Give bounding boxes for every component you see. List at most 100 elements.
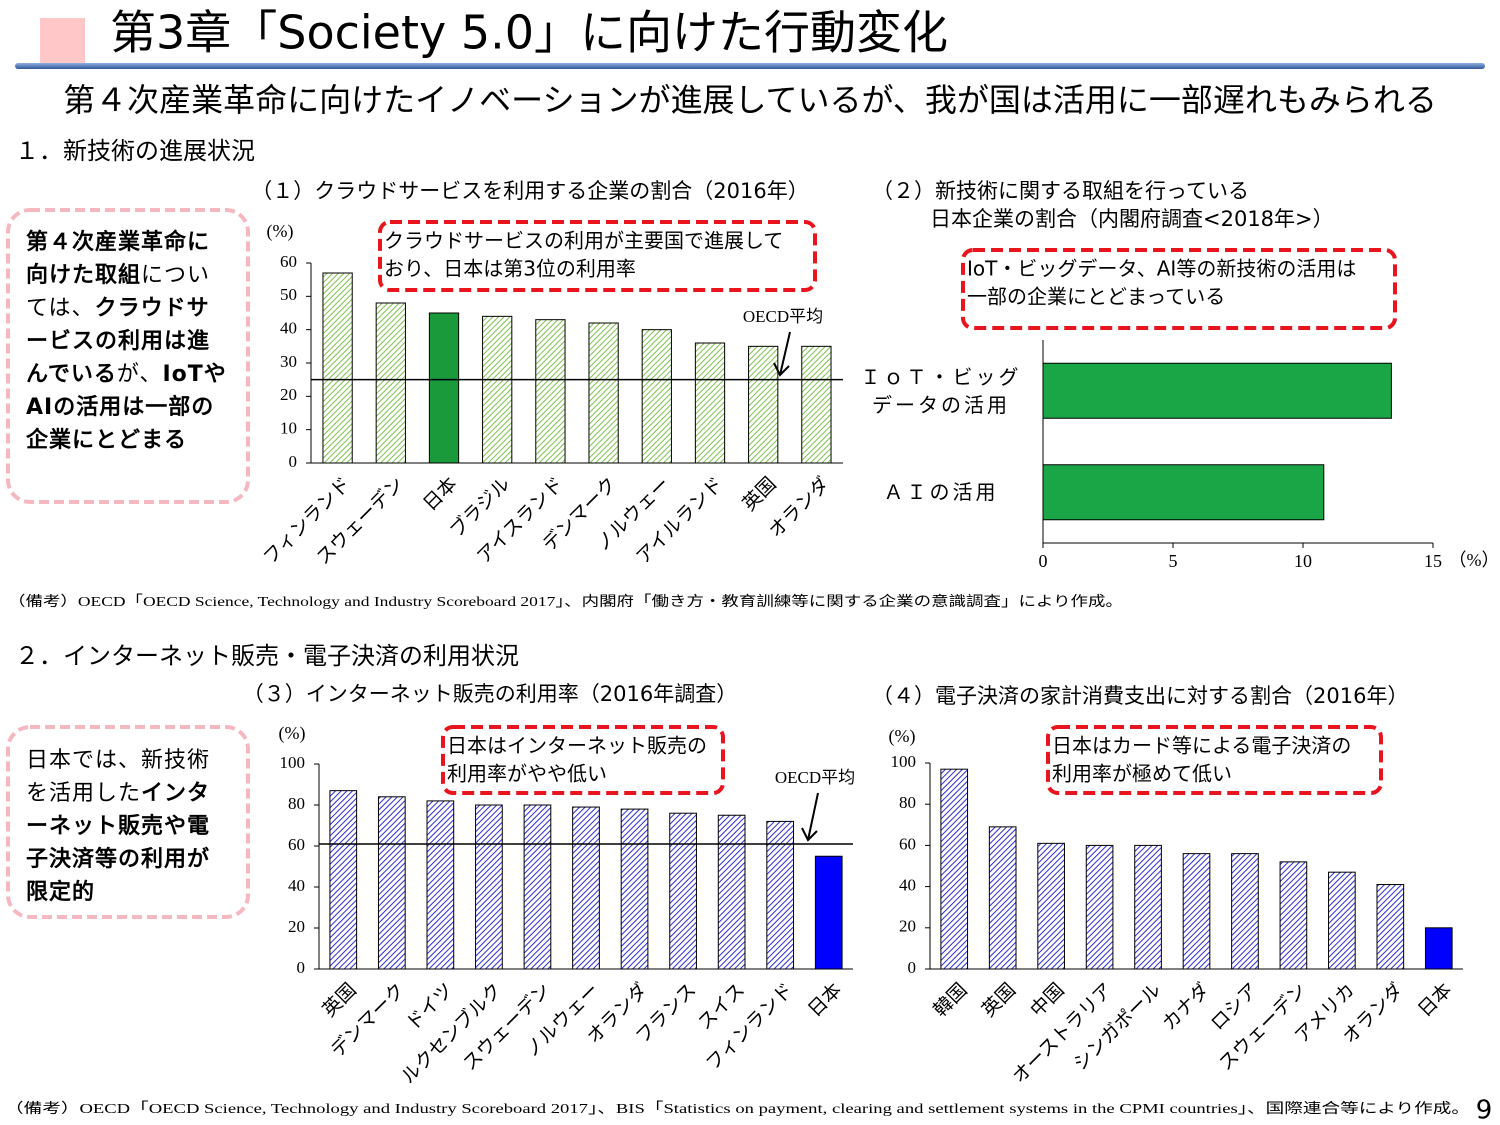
note-segment: が、 [116, 362, 163, 387]
bar [523, 804, 552, 970]
bar [694, 342, 726, 464]
chart-title: （１）クラウドサービスを利用する企業の割合（2016年） [251, 179, 808, 203]
chart-title: 日本企業の割合（内閣府調査<2018年>） [930, 207, 1334, 231]
y-tick-label: 0 [289, 452, 298, 471]
note-box [6, 725, 250, 919]
y-tick-label: 40 [899, 876, 916, 895]
reference-arrow [773, 331, 791, 377]
bar [572, 806, 600, 970]
x-tick-label: 日本 [1414, 979, 1456, 1021]
y-tick-label: 20 [288, 917, 305, 936]
title-rule [15, 63, 1485, 69]
x-tick-label: 英国 [738, 473, 780, 515]
x-tick-label: 0 [1039, 551, 1048, 571]
y-tick-label: 40 [280, 319, 297, 338]
axis-unit: (%) [267, 221, 294, 242]
x-tick-label: カナダ [1158, 979, 1214, 1035]
bar [1042, 464, 1325, 521]
y-tick-label: 100 [280, 753, 306, 772]
bar [329, 790, 358, 970]
x-tick-label: 日本 [419, 473, 461, 515]
bar [988, 826, 1017, 970]
x-tick-label: 韓国 [929, 979, 971, 1021]
y-tick-label: 100 [891, 752, 917, 771]
bar [1231, 853, 1259, 970]
y-tick-label: 60 [899, 834, 916, 853]
source-note: （備考）OECD「OECD Science, Technology and In… [5, 1100, 1470, 1117]
section-heading: ２．インターネット販売・電子決済の利用状況 [15, 642, 519, 670]
bar [426, 800, 455, 970]
bar [322, 272, 353, 464]
x-tick-label: 中国 [1026, 979, 1068, 1021]
subtitle: 第４次産業革命に向けたイノベーションが進展しているが、我が国は活用に一部遅れもみ… [63, 81, 1437, 119]
x-tick-label: 英国 [978, 979, 1020, 1021]
note-text: 日本では、新技術を活用したインターネット販売や電子決済等の利用が限定的 [26, 744, 231, 909]
bar [375, 302, 406, 464]
bar [641, 329, 672, 464]
annotation-text: クラウドサービスの利用が主要国で進展して [384, 229, 783, 253]
y-tick-label: 20 [899, 917, 916, 936]
y-tick-label: 30 [280, 352, 297, 371]
chart-title: （４）電子決済の家計消費支出に対する割合（2016年） [872, 684, 1408, 708]
reference-arrow [801, 792, 819, 842]
bar [620, 808, 649, 970]
bar [669, 812, 697, 970]
bar [475, 804, 503, 970]
annotation-text: 日本はインターネット販売の [447, 734, 707, 758]
chart-title: （２）新技術に関する取組を行っている [872, 179, 1249, 203]
y-tick-label: 40 [288, 876, 305, 895]
page-title: 第3章「Society 5.0」に向けた行動変化 [110, 6, 948, 60]
axis-unit: (%) [889, 726, 916, 747]
note-segment: 第４次産業革命に向けた取組 [26, 230, 211, 288]
bar [1085, 844, 1114, 970]
note-segment: インターネット販売や電子決済等の利用が限定的 [26, 781, 211, 905]
x-tick-label: 英国 [318, 979, 360, 1021]
bar [748, 345, 779, 464]
x-tick-label: 日本 [804, 979, 846, 1021]
bar [428, 312, 460, 464]
bar [535, 319, 566, 464]
title-marker [40, 18, 85, 63]
reference-label: OECD平均 [775, 768, 855, 787]
annotation-box [378, 220, 817, 292]
annotation-box [1046, 725, 1383, 795]
annotation-text: 日本はカード等による電子決済の [1052, 734, 1351, 758]
axis-unit: （%） [1449, 550, 1500, 570]
bar [1182, 853, 1211, 970]
note-segment: クラウドサービスの利用は進んでいる [26, 296, 211, 387]
y-tick-label: 60 [288, 835, 305, 854]
bar [1328, 871, 1356, 970]
annotation-text: 利用率がやや低い [447, 762, 607, 786]
y-tick-label: 80 [288, 794, 305, 813]
axis-unit: (%) [279, 723, 306, 744]
section-heading: １．新技術の進展状況 [15, 137, 255, 165]
y-tick-label: 80 [899, 793, 916, 812]
y-tick-label: 10 [280, 419, 297, 438]
note-box [6, 208, 250, 504]
note-segment: については、 [26, 263, 211, 321]
x-tick-label: 10 [1294, 551, 1312, 571]
y-tick-label: 0 [908, 958, 917, 977]
bar [814, 855, 843, 970]
annotation-text: おり、日本は第3位の利用率 [384, 257, 636, 281]
bar [1279, 861, 1308, 970]
y-tick-label: ＡＩの活用 [883, 480, 999, 505]
bar [482, 315, 513, 464]
annotation-text: IoT・ビッグデータ、AI等の新技術の活用は [967, 257, 1356, 281]
note-text: 第４次産業革命に向けた取組については、クラウドサービスの利用は進んでいるが、Io… [26, 226, 231, 457]
y-tick-label: ＩｏＴ・ビッグデータの活用 [860, 364, 1022, 417]
y-tick-label: 20 [280, 385, 297, 404]
y-tick-label: 60 [280, 252, 297, 271]
page-number: 9 [1476, 1096, 1493, 1125]
bar [940, 768, 969, 970]
bar [1037, 842, 1065, 970]
note-segment: IoTやAIの活用は一部の企業にとどまる [26, 362, 227, 453]
bar [1424, 927, 1453, 970]
bar [1042, 362, 1392, 419]
source-note: （備考）OECD「OECD Science, Technology and In… [8, 593, 1123, 610]
bar [1376, 884, 1405, 970]
bar [717, 814, 746, 970]
x-tick-label: 5 [1169, 551, 1178, 571]
